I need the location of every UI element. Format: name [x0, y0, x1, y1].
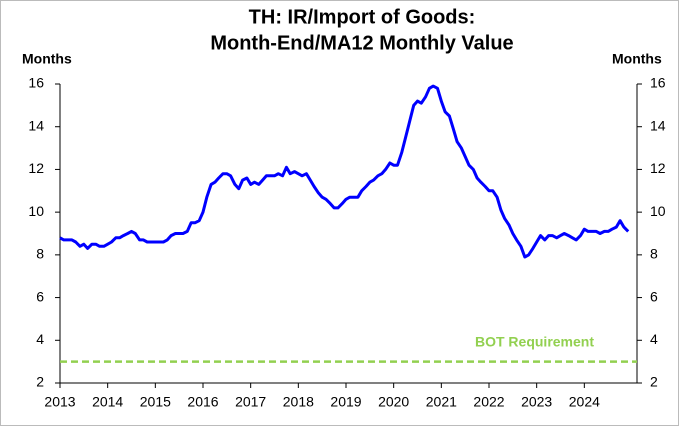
x-tick-label: 2020 — [378, 394, 409, 410]
y-axis-label: Months — [22, 51, 72, 67]
reference-label: BOT Requirement — [475, 333, 594, 349]
y2-tick-label: 6 — [650, 288, 658, 304]
y-tick-label: 2 — [36, 374, 44, 390]
series-line — [59, 84, 630, 259]
y2-axis-label: Months — [612, 51, 662, 67]
y-tick-label: 6 — [36, 288, 44, 304]
y-tick-label: 8 — [36, 246, 44, 262]
y2-tick-label: 10 — [650, 203, 666, 219]
chart-title: Month-End/MA12 Monthly Value — [210, 32, 513, 54]
y-tick-label: 16 — [28, 75, 44, 91]
y-tick-label: 10 — [28, 203, 44, 219]
y2-tick-label: 2 — [650, 374, 658, 390]
y2-tick-label: 12 — [650, 160, 666, 176]
x-tick-label: 2024 — [569, 394, 600, 410]
y-tick-label: 12 — [28, 160, 44, 176]
x-tick-label: 2013 — [44, 394, 75, 410]
x-tick-label: 2021 — [426, 394, 457, 410]
x-tick-label: 2023 — [521, 394, 552, 410]
y2-tick-label: 8 — [650, 246, 658, 262]
y-tick-label: 14 — [28, 117, 44, 133]
x-tick-label: 2019 — [330, 394, 361, 410]
x-tick-label: 2022 — [473, 394, 504, 410]
y-tick-label: 4 — [36, 331, 44, 347]
x-tick-label: 2015 — [140, 394, 171, 410]
y2-tick-label: 4 — [650, 331, 658, 347]
x-tick-label: 2016 — [187, 394, 218, 410]
y2-tick-label: 16 — [650, 75, 666, 91]
x-tick-label: 2017 — [235, 394, 266, 410]
x-tick-label: 2014 — [92, 394, 123, 410]
x-tick-label: 2018 — [283, 394, 314, 410]
y2-tick-label: 14 — [650, 117, 666, 133]
chart-title: TH: IR/Import of Goods: — [249, 6, 476, 28]
